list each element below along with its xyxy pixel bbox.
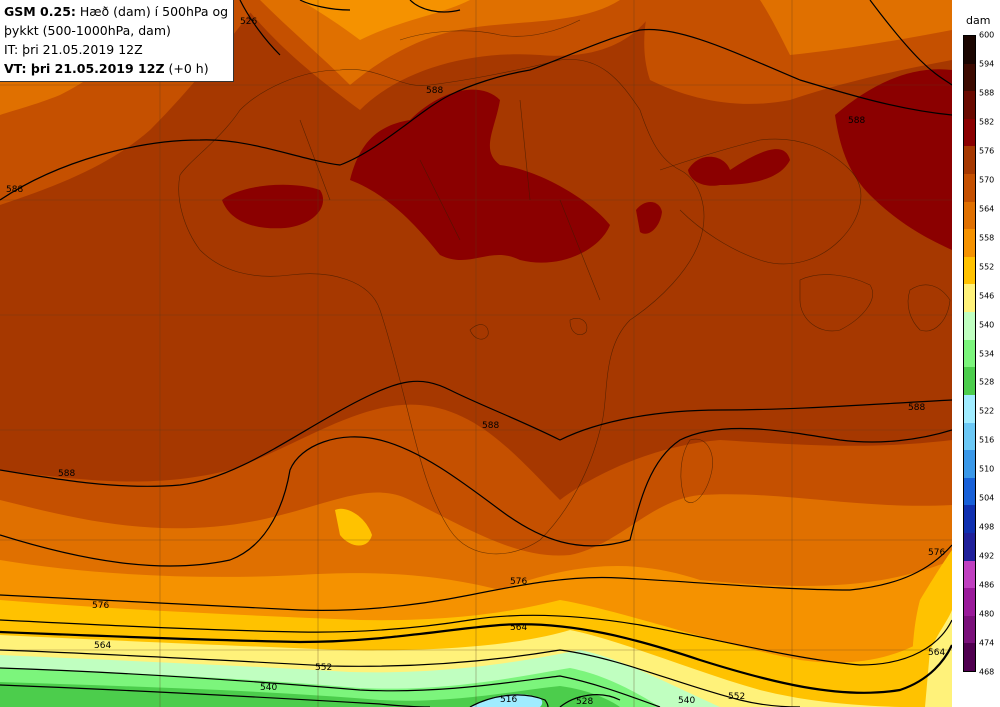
field-region-534-s bbox=[0, 682, 620, 707]
legend-label: 582 bbox=[979, 117, 995, 127]
legend-label: 498 bbox=[979, 522, 995, 532]
legend-label: 510 bbox=[979, 464, 995, 474]
contour-label: 576 bbox=[510, 577, 527, 587]
legend-swatch bbox=[964, 174, 975, 202]
contour-label: 588 bbox=[58, 469, 75, 479]
contour-labels: 588 588 588 588 588 588 576 576 576 564 … bbox=[6, 17, 945, 707]
legend-label: 570 bbox=[979, 175, 995, 185]
contour-label: 564 bbox=[510, 623, 527, 633]
contour-label: 552 bbox=[315, 663, 332, 673]
legend-swatch bbox=[964, 532, 975, 561]
field-region-522-s bbox=[470, 694, 543, 707]
legend-swatch bbox=[964, 229, 975, 257]
legend-label: 492 bbox=[979, 551, 995, 561]
height-contours bbox=[0, 0, 952, 707]
legend-label: 576 bbox=[979, 146, 995, 156]
contour-label: 576 bbox=[928, 548, 945, 558]
contour-label: 552 bbox=[728, 692, 745, 702]
legend-swatch bbox=[964, 588, 975, 616]
legend-label: 486 bbox=[979, 580, 995, 590]
field-blob-india bbox=[835, 69, 952, 250]
contour-label: 516 bbox=[500, 695, 517, 705]
contour-label: 588 bbox=[848, 116, 865, 126]
legend-label: 546 bbox=[979, 291, 995, 301]
contour-label: 588 bbox=[482, 421, 499, 431]
lat-lon-grid bbox=[0, 0, 952, 707]
legend-swatch bbox=[964, 256, 975, 285]
contour-label: 526 bbox=[240, 17, 257, 27]
field-blob-sahara bbox=[350, 89, 610, 263]
legend-label: 534 bbox=[979, 349, 995, 358]
legend-swatch bbox=[964, 118, 975, 147]
valid-time-line: VT: þri 21.05.2019 12Z (+0 h) bbox=[4, 59, 233, 78]
legend-label: 528 bbox=[979, 377, 995, 387]
contour-label: 588 bbox=[426, 86, 443, 96]
field-blob-ethiopia bbox=[636, 201, 662, 234]
legend-label: 540 bbox=[979, 320, 995, 330]
legend-label: 468 bbox=[979, 667, 995, 677]
field-blob-west-africa bbox=[222, 184, 324, 229]
legend-swatch bbox=[964, 643, 975, 672]
title-line-1: GSM 0.25: Hæð (dam) í 500hPa og bbox=[4, 2, 233, 21]
field-blob-arabia bbox=[688, 149, 790, 186]
legend-label: 474 bbox=[979, 638, 995, 648]
legend-swatch bbox=[964, 91, 975, 119]
contour-label: 528 bbox=[576, 697, 593, 707]
color-legend-bar bbox=[963, 35, 976, 672]
legend-swatch bbox=[964, 394, 975, 423]
legend-label: 516 bbox=[979, 435, 995, 445]
legend-label: 552 bbox=[979, 262, 995, 272]
legend-swatch bbox=[964, 201, 975, 230]
map-canvas: 588 588 588 588 588 588 576 576 576 564 … bbox=[0, 0, 952, 707]
legend-swatch bbox=[964, 367, 975, 395]
legend-swatch bbox=[964, 505, 975, 533]
legend-label: 522 bbox=[979, 406, 995, 416]
legend-swatch bbox=[964, 312, 975, 340]
contour-label: 540 bbox=[260, 683, 277, 693]
legend-unit: dam bbox=[966, 14, 991, 27]
legend-swatch bbox=[964, 36, 975, 64]
contour-label: 540 bbox=[678, 696, 695, 706]
legend-label: 600 bbox=[979, 30, 995, 40]
forecast-offset: (+0 h) bbox=[164, 61, 209, 76]
legend-swatch bbox=[964, 284, 975, 313]
field-region-570-ne bbox=[760, 0, 952, 55]
legend-swatch bbox=[964, 450, 975, 478]
legend-swatch bbox=[964, 63, 975, 92]
field-region-552-se bbox=[925, 610, 952, 707]
legend-label: 480 bbox=[979, 609, 995, 619]
legend-swatch bbox=[964, 560, 975, 589]
contour-label: 588 bbox=[6, 185, 23, 195]
model-label: GSM 0.25: bbox=[4, 4, 76, 19]
legend-swatch bbox=[964, 422, 975, 451]
legend-label: 558 bbox=[979, 233, 995, 243]
map-panel: 588 588 588 588 588 588 576 576 576 564 … bbox=[0, 0, 952, 707]
legend-label: 594 bbox=[979, 59, 995, 69]
legend-swatch bbox=[964, 339, 975, 368]
contour-label: 576 bbox=[92, 601, 109, 611]
contour-label: 588 bbox=[908, 403, 925, 413]
legend-label: 504 bbox=[979, 493, 995, 503]
init-time: IT: þri 21.05.2019 12Z bbox=[4, 42, 143, 57]
legend-swatch bbox=[964, 146, 975, 175]
legend-swatch bbox=[964, 615, 975, 644]
legend-label: 588 bbox=[979, 88, 995, 98]
field-patch-558-atlantic bbox=[335, 508, 372, 546]
color-legend-labels: 600 594 588 582 576 570 564 558 552 546 540 534 528 5… bbox=[979, 0, 1000, 707]
legend-swatch bbox=[964, 477, 975, 506]
contour-label: 564 bbox=[928, 648, 945, 658]
title-line-2: þykkt (500-1000hPa, dam) bbox=[4, 23, 171, 38]
title-text: Hæð (dam) í 500hPa og bbox=[75, 4, 229, 19]
contour-label: 564 bbox=[94, 641, 111, 651]
legend-label: 564 bbox=[979, 204, 995, 214]
valid-time: VT: þri 21.05.2019 12Z bbox=[4, 61, 165, 76]
title-box: GSM 0.25: Hæð (dam) í 500hPa og þykkt (5… bbox=[0, 0, 234, 82]
